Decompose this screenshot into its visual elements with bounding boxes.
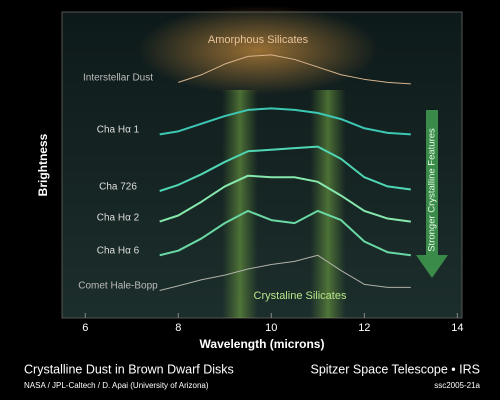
series-label: Interstellar Dust [82, 72, 154, 84]
spectrum [159, 107, 411, 136]
amorphous-glow [138, 5, 378, 95]
caption-title: Crystalline Dust in Brown Dwarf Disks [24, 362, 234, 376]
spectrum [159, 254, 411, 291]
series-label: Comet Hale-Bopp [78, 280, 158, 292]
annotation: Amorphous Silicates [208, 34, 309, 46]
crystalline-band [310, 90, 346, 318]
x-axis-label: Wavelength (microns) [200, 337, 325, 351]
source: Spitzer Space Telescope • IRS [310, 362, 480, 376]
spectrum [159, 174, 411, 223]
series-label: Cha Hα 1 [96, 124, 140, 136]
x-tick-label: 14 [451, 322, 463, 334]
plot: 6 8 10 12 14 [82, 54, 463, 334]
spectrum [159, 209, 411, 257]
x-tick-label: 6 [82, 322, 88, 334]
series-label: Cha Hα 6 [96, 245, 140, 257]
spectrum [159, 145, 411, 192]
spectrum [178, 54, 411, 85]
x-tick-label: 10 [265, 322, 277, 334]
annotation: Crystaline Silicates [254, 290, 347, 302]
x-tick-label: 12 [358, 322, 370, 334]
crystalline-band [222, 90, 258, 318]
series-label: Cha Hα 2 [96, 212, 140, 224]
arrow [416, 110, 448, 278]
credit: NASA / JPL-Caltech / D. Apai (University… [24, 381, 209, 390]
x-tick-label: 8 [175, 322, 181, 334]
series-label: Cha 726 [99, 181, 137, 193]
y-axis-label: Brightness [36, 133, 50, 196]
annotation: Stronger Crystalline Features [427, 128, 438, 252]
image-id: ssc2005-21a [434, 381, 480, 390]
